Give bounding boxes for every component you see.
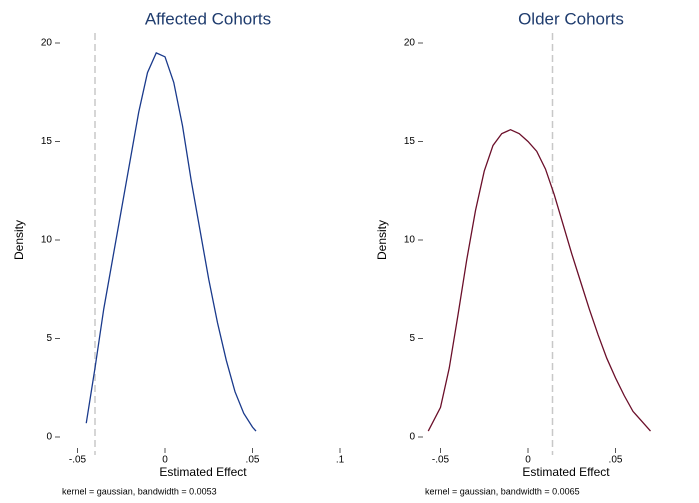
x-tick-label: .05 — [609, 455, 623, 466]
chart-title: Older Cohorts — [518, 9, 624, 28]
note: kernel = gaussian, bandwidth = 0.0065 — [425, 486, 580, 496]
x-tick-label: .1 — [336, 455, 345, 466]
y-tick-label: 0 — [46, 432, 52, 443]
y-tick-label: 0 — [409, 432, 415, 443]
y-tick-label: 20 — [404, 38, 416, 49]
y-axis-label: Density — [375, 220, 389, 260]
x-tick-label: .05 — [246, 455, 260, 466]
density-line — [427, 128, 651, 432]
y-axis-label: Density — [12, 220, 26, 260]
x-tick-label: -.05 — [69, 455, 87, 466]
x-axis-label: Estimated Effect — [522, 465, 610, 479]
y-tick-label: 20 — [41, 38, 53, 49]
x-tick-label: 0 — [162, 455, 168, 466]
chart-title: Affected Cohorts — [145, 9, 271, 28]
y-tick-label: 10 — [41, 235, 53, 246]
y-tick-label: 15 — [41, 136, 53, 147]
density-line — [85, 51, 257, 432]
x-tick-label: 0 — [525, 455, 531, 466]
note: kernel = gaussian, bandwidth = 0.0053 — [62, 486, 217, 496]
x-tick-label: -.05 — [432, 455, 450, 466]
y-tick-label: 15 — [404, 136, 416, 147]
y-tick-label: 5 — [409, 333, 415, 344]
y-tick-label: 5 — [46, 333, 52, 344]
x-axis-label: Estimated Effect — [159, 465, 247, 479]
y-tick-label: 10 — [404, 235, 416, 246]
